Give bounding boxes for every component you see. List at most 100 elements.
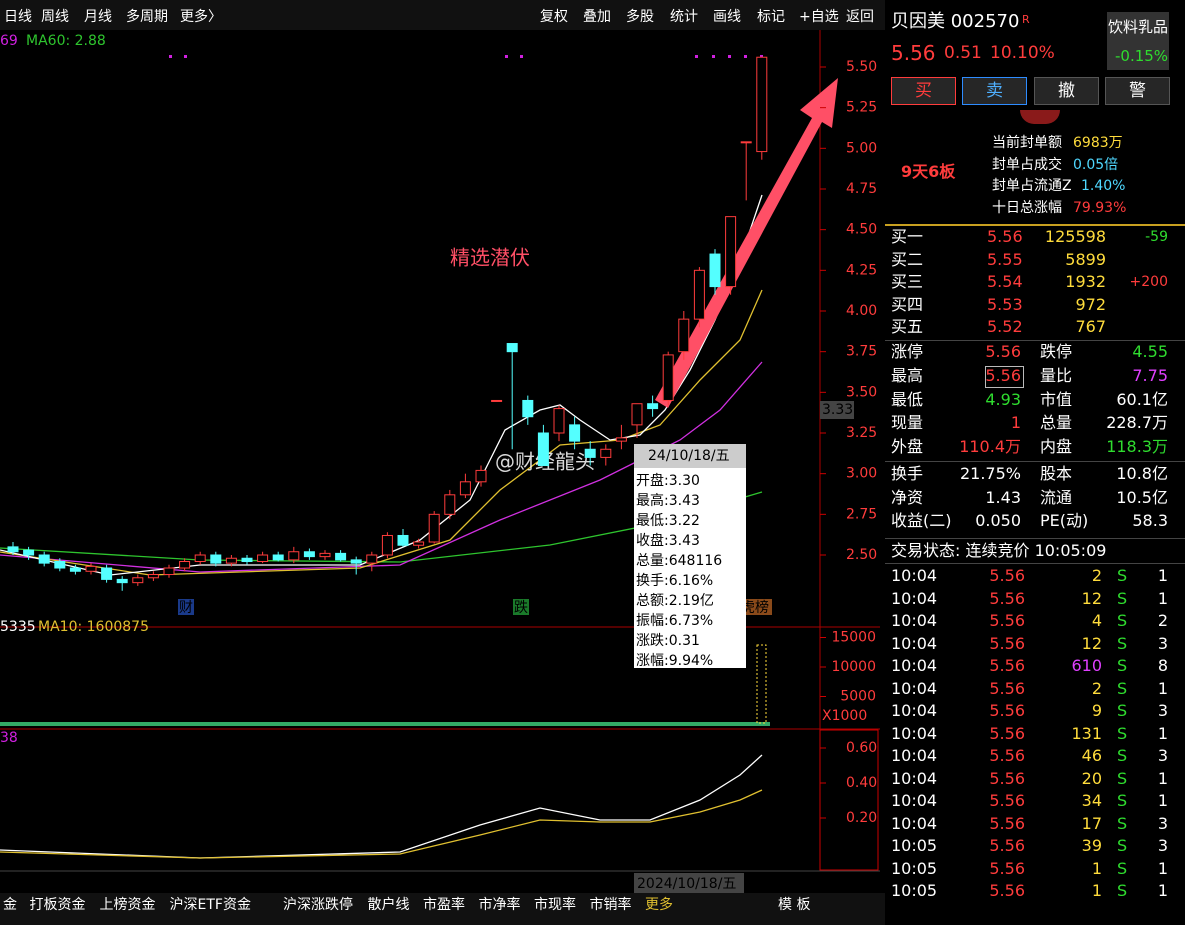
candle-body [319,552,331,558]
stat-value: 110.4万 [959,437,1021,457]
collapse[interactable] [1020,110,1060,124]
bid-label: 买一 [891,227,924,246]
seal-value: 79.93% [1073,200,1127,217]
ind-legend: 38 [0,730,18,746]
stat-label: 最低 [891,389,924,409]
candle-body [241,557,253,563]
menu[interactable]: 更多〉 [180,8,222,25]
tab[interactable]: 市盈率 [423,896,465,913]
menu[interactable]: 周线 [41,9,69,25]
bid-delta: -59 [1145,229,1168,245]
trade-volume: 4 [1091,611,1102,630]
stat-label: 外盘 [891,437,924,457]
tooltip-date: 24/10/18/五 [648,448,730,464]
tab[interactable]: 打板资金 [30,896,86,913]
bid-price: 5.55 [987,249,1023,269]
stat-label: 市值 [1040,389,1073,409]
tooltip-line: 最低:3.22 [636,513,700,529]
y-tick-label: 2.75 [846,506,877,522]
y-tick-label: 4.00 [846,303,877,319]
marker-bg [740,599,772,615]
bid-price: 5.54 [987,272,1023,291]
indicator-curves [0,754,763,859]
tooltip-line: 换手:6.16% [636,572,713,589]
menu: 复权 [540,8,568,25]
template[interactable]: 模 板 [778,897,810,913]
menu[interactable]: 多周期 [126,8,168,25]
stat-label: 收益(二) [891,511,952,530]
candle-body [366,554,378,564]
tooltip-line: 开盘:3.30 [636,472,700,489]
tab[interactable]: 沪深涨跌停 [283,896,353,913]
trade-time: 10:04 [891,723,938,743]
status: 交易状态: 连续竞价 10:05:09 [891,541,1107,560]
trade-count: 2 [1157,611,1168,630]
marker: 虎榜 [741,599,769,616]
tab[interactable]: 市销率 [590,896,632,913]
stat-label: 股本 [1040,464,1073,483]
flag: R [1022,13,1030,26]
menu: 返回 [846,9,874,25]
trade-side: S [1117,746,1128,765]
candle-body [491,399,503,402]
trade-price: 5.56 [989,633,1025,653]
candle-body [69,567,81,572]
trade-volume: 34 [1081,791,1102,810]
candle-body [350,559,362,564]
trade-side: S [1117,566,1128,585]
current-price: 3.33 [822,402,853,418]
stat-value: 7.75 [1132,365,1168,385]
trade-time: 10:04 [891,813,938,833]
trade-volume: 17 [1081,813,1102,833]
tab[interactable]: 上榜资金 [100,896,156,913]
trade-side: S [1117,656,1128,675]
menu[interactable]: 月线 [84,9,112,25]
bid-price: 5.52 [987,317,1023,336]
chart-area: 日线 周线 月线 多周期 更多〉 69 MA60: 2.88 5.56 2.28… [0,0,885,925]
tab[interactable]: 金 [3,897,17,913]
trade-price: 5.56 [989,611,1025,630]
candle-body [147,574,159,579]
volume-strip [0,644,770,726]
cursor-date: 2024/10/18/五 [637,876,736,892]
y-tick-label: 0.20 [846,810,877,826]
candle-body [210,554,222,564]
stat-label: 净资 [891,487,924,507]
trade-price: 5.56 [989,881,1025,900]
tooltip-head [634,444,746,468]
tooltip-line: 最高:3.43 [636,492,700,509]
tooltip-line: 涨幅:9.94% [636,653,713,669]
candle-body [693,269,705,320]
tab[interactable]: 市净率 [479,896,521,913]
cancel-button[interactable]: 撤 [1034,77,1099,105]
y-tick-label: 3.50 [846,384,877,400]
candle-body [381,534,393,556]
stat-value: 118.3万 [1106,437,1168,457]
sector[interactable]: 饮料乳品 [1108,18,1169,36]
stat-label: 涨停 [891,342,924,361]
trade-count: 8 [1157,656,1168,675]
menu[interactable]: 日线 [4,9,32,25]
trade-time: 10:05 [891,881,938,900]
seal-value: 6983万 [1073,135,1123,151]
alert-button[interactable]: 警 [1105,77,1170,105]
buy-button[interactable]: 买 [891,77,956,105]
tab[interactable]: 沪深ETF资金 [170,897,251,913]
trade-count: 1 [1157,768,1168,788]
tab[interactable]: 散户线 [368,896,410,913]
candle-body [678,318,690,353]
bid-volume: 5899 [1065,249,1106,269]
trade-count: 3 [1157,701,1168,720]
stat-value: 1 [1010,413,1021,433]
sell-button[interactable]: 卖 [962,77,1027,105]
trade-price: 5.56 [989,768,1025,788]
trade-count: 1 [1157,678,1168,698]
trade-price: 5.56 [989,836,1025,855]
vol-unit: X1000 [822,708,867,724]
tab[interactable]: 市现率 [534,896,576,913]
board: 9天6板 [901,162,956,181]
trade-side: S [1117,836,1128,855]
bid-label: 买五 [891,317,924,336]
tab[interactable]: 更多 [645,896,673,913]
